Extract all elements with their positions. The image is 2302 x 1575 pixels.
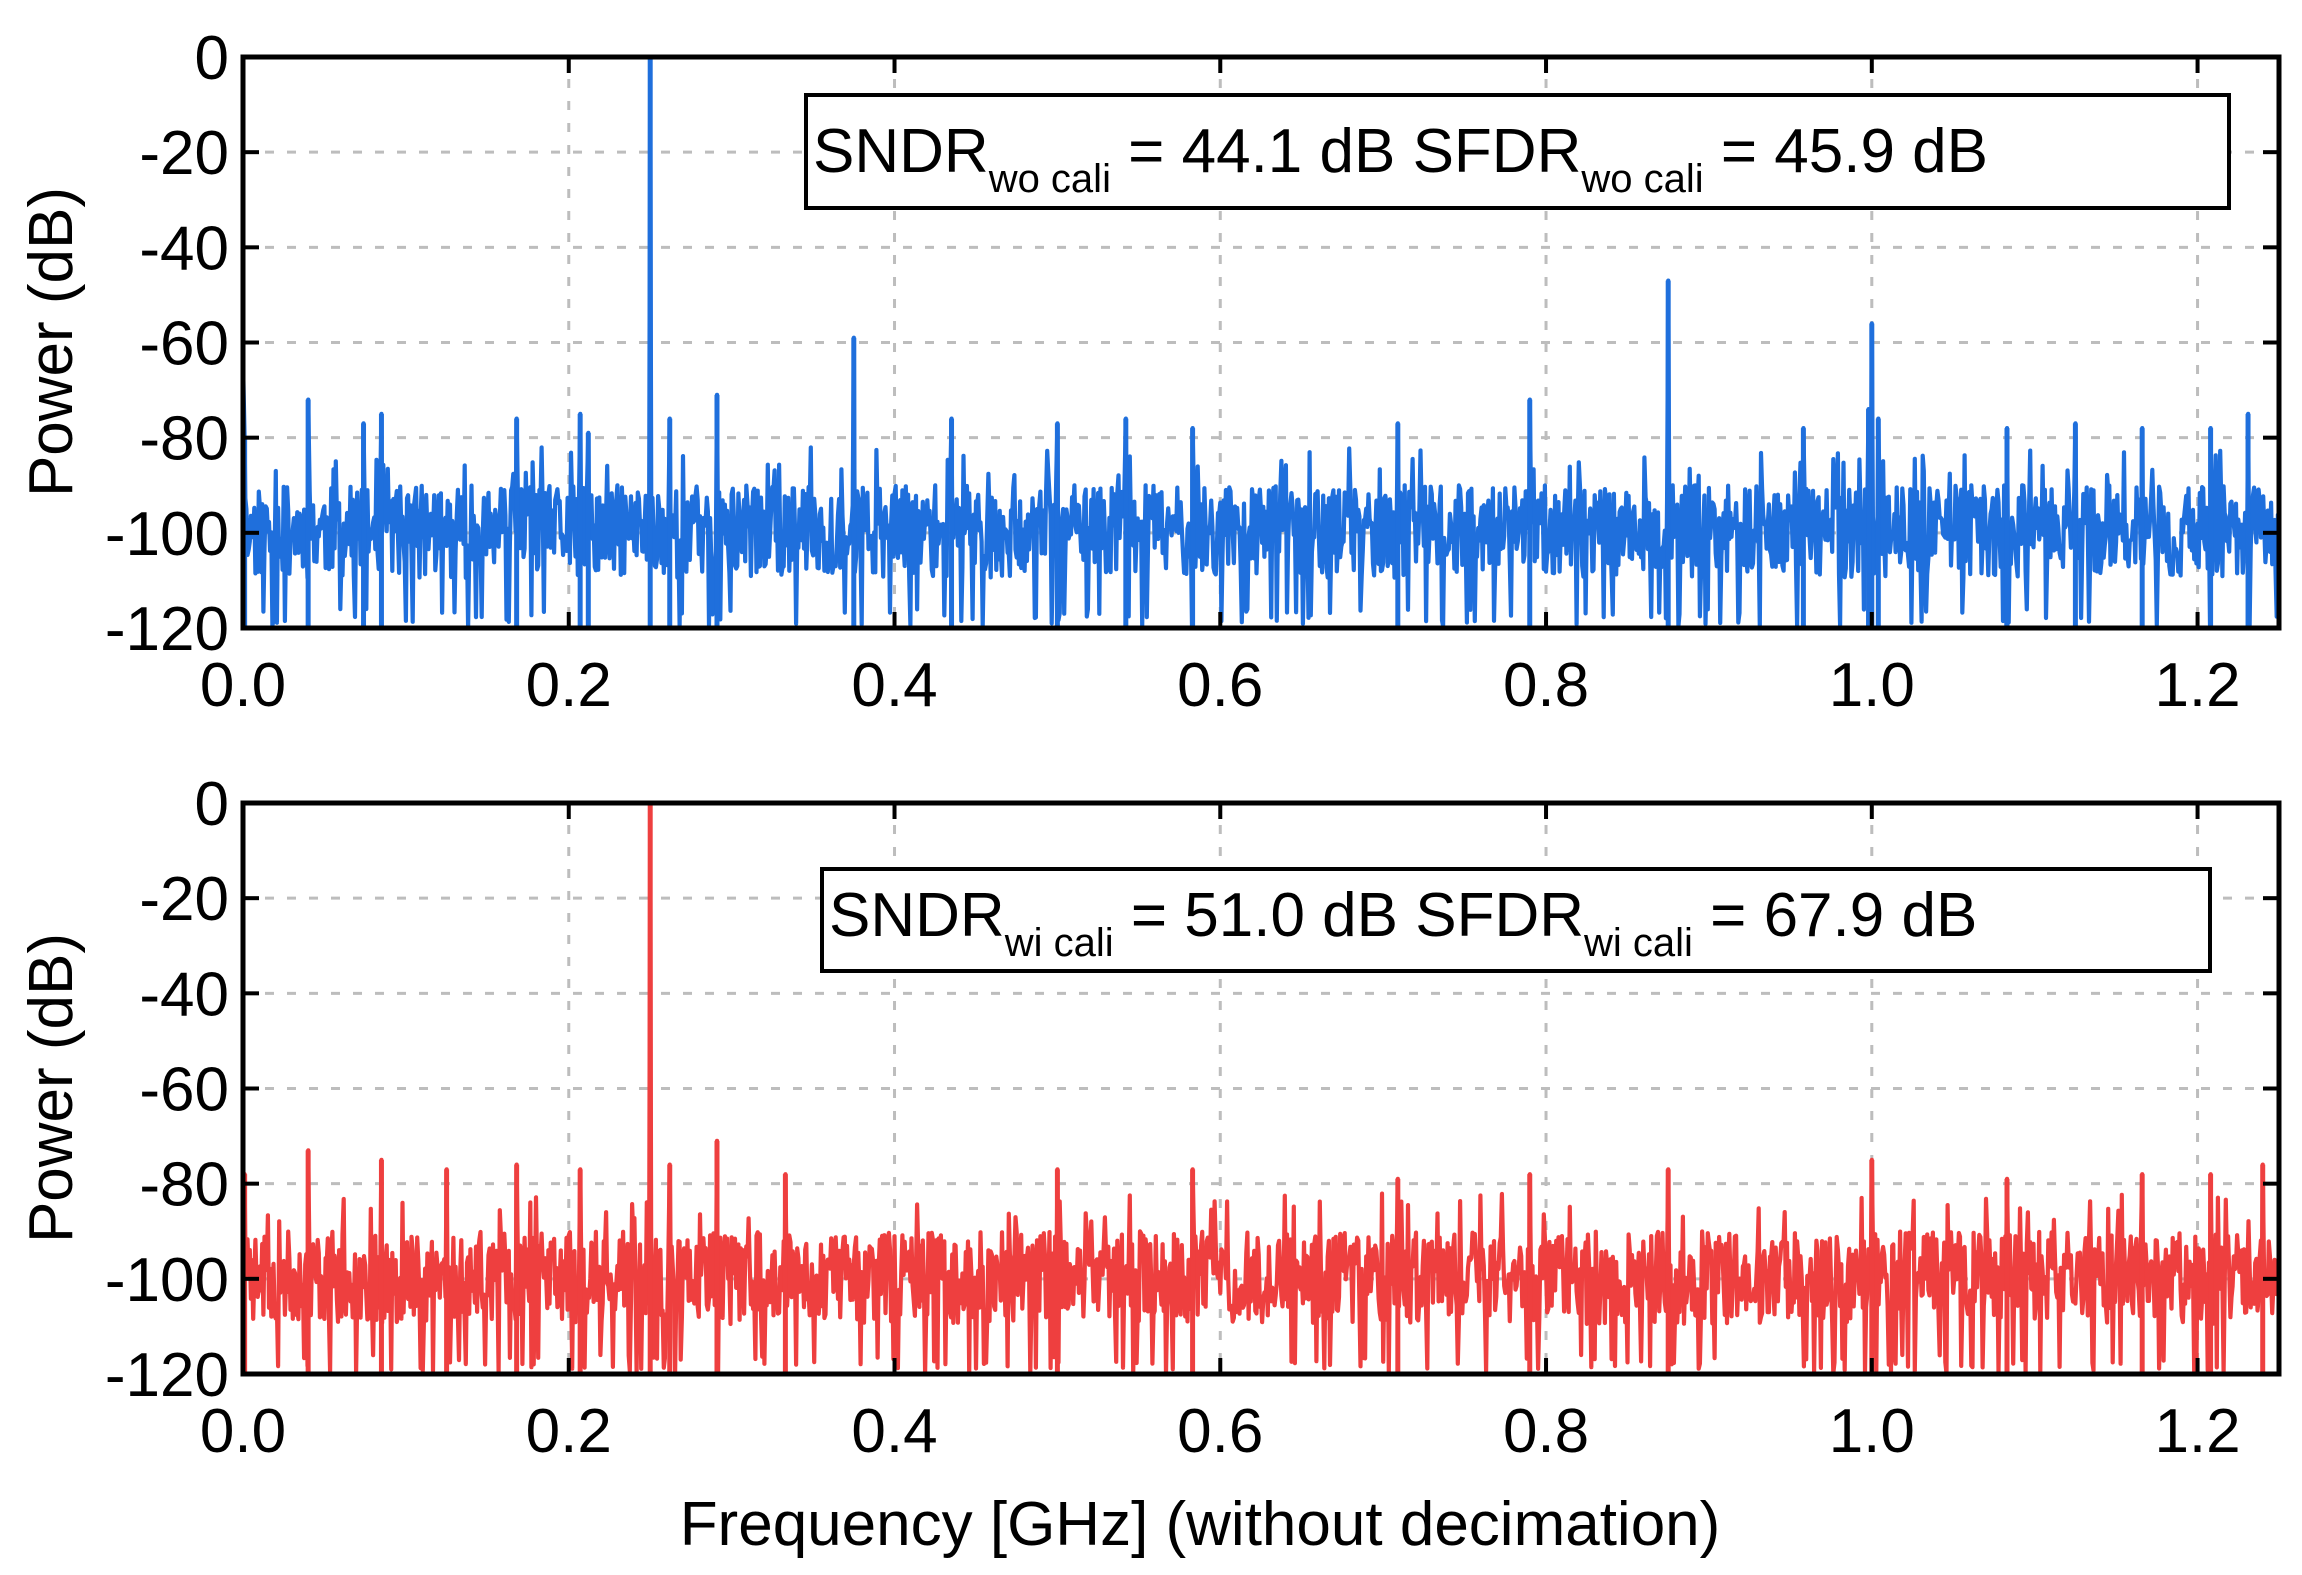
bottom-sndr-subscript: wi cali	[1004, 921, 1114, 965]
top-metrics-annotation: SNDRwo cali = 44.1 dB SFDRwo cali = 45.9…	[804, 93, 2231, 210]
bottom-y-tick-labels: 0 -20 -40 -60 -80 -100 -120	[105, 770, 229, 1410]
top-x-tick-label: 0.6	[1177, 651, 1263, 720]
top-y-tick-label: 0	[195, 24, 229, 93]
bottom-annotation-text: SNDRwi cali = 51.0 dB SFDRwi cali = 67.9…	[829, 881, 1977, 965]
top-x-tick-label: 1.0	[1829, 651, 1915, 720]
top-x-tick-label: 0.8	[1503, 651, 1589, 720]
top-y-tick-label: -100	[105, 500, 229, 569]
top-sndr-value: = 44.1 dB	[1111, 117, 1413, 186]
top-y-axis-title: Power (dB)	[17, 187, 86, 497]
bottom-sndr-label: SNDR	[829, 881, 1005, 950]
x-axis-title: Frequency [GHz] (without decimation)	[680, 1490, 1721, 1559]
top-y-tick-label: -40	[139, 214, 229, 283]
top-y-tick-labels: 0 -20 -40 -60 -80 -100 -120	[105, 24, 229, 664]
bottom-sfdr-subscript: wi cali	[1583, 921, 1693, 965]
bottom-annotation-box	[820, 867, 2212, 973]
top-sfdr-label: SFDR	[1413, 117, 1582, 186]
bottom-x-tick-label: 0.8	[1503, 1397, 1589, 1466]
bottom-x-tick-labels: 0.0 0.2 0.4 0.6 0.8 1.0 1.2	[200, 1397, 2241, 1466]
top-sfdr-subscript: wo cali	[1580, 157, 1703, 201]
bottom-sfdr-value: = 67.9 dB	[1693, 881, 1977, 950]
top-sfdr-value: = 45.9 dB	[1704, 117, 1988, 186]
top-x-tick-labels: 0.0 0.2 0.4 0.6 0.8 1.0 1.2	[200, 651, 2241, 720]
bottom-sfdr-label: SFDR	[1415, 881, 1584, 950]
bottom-x-tick-label: 1.2	[2154, 1397, 2240, 1466]
bottom-metrics-annotation: SNDRwi cali = 51.0 dB SFDRwi cali = 67.9…	[820, 867, 2212, 973]
top-spectrum-panel: 0 -20 -40 -60 -80 -100 -120 0.0 0.2 0.4 0.6 0.8 1.0…	[17, 24, 2282, 720]
bottom-y-tick-label: -120	[105, 1341, 229, 1410]
bottom-x-tick-label: 0.6	[1177, 1397, 1263, 1466]
top-ticks	[241, 55, 2279, 630]
top-y-tick-label: -80	[139, 405, 229, 474]
top-x-tick-label: 0.0	[200, 651, 286, 720]
top-sndr-subscript: wo cali	[988, 157, 1111, 201]
bottom-x-tick-label: 0.0	[200, 1397, 286, 1466]
bottom-x-tick-label: 0.4	[851, 1397, 937, 1466]
top-x-tick-label: 0.4	[851, 651, 937, 720]
top-annotation-text: SNDRwo cali = 44.1 dB SFDRwo cali = 45.9…	[813, 117, 1988, 201]
bottom-y-tick-label: -40	[139, 960, 229, 1029]
bottom-sndr-value: = 51.0 dB	[1114, 881, 1416, 950]
top-sndr-label: SNDR	[813, 117, 989, 186]
bottom-y-axis-title: Power (dB)	[17, 933, 86, 1243]
bottom-y-tick-label: -60	[139, 1056, 229, 1125]
top-y-tick-label: -60	[139, 310, 229, 379]
top-y-tick-label: -20	[139, 119, 229, 188]
bottom-y-tick-label: -100	[105, 1246, 229, 1315]
top-y-tick-label: -120	[105, 595, 229, 664]
bottom-x-tick-label: 1.0	[1829, 1397, 1915, 1466]
bottom-spectrum-panel: 0 -20 -40 -60 -80 -100 -120 0.0 0.2 0.4 0.6 0.8 1.0…	[17, 770, 2282, 1559]
bottom-y-tick-label: 0	[195, 770, 229, 839]
bottom-y-tick-label: -20	[139, 865, 229, 934]
bottom-ticks	[241, 801, 2279, 1376]
top-x-tick-label: 0.2	[526, 651, 612, 720]
bottom-y-tick-label: -80	[139, 1151, 229, 1220]
top-annotation-box	[804, 93, 2231, 210]
top-x-tick-label: 1.2	[2154, 651, 2240, 720]
bottom-x-tick-label: 0.2	[526, 1397, 612, 1466]
